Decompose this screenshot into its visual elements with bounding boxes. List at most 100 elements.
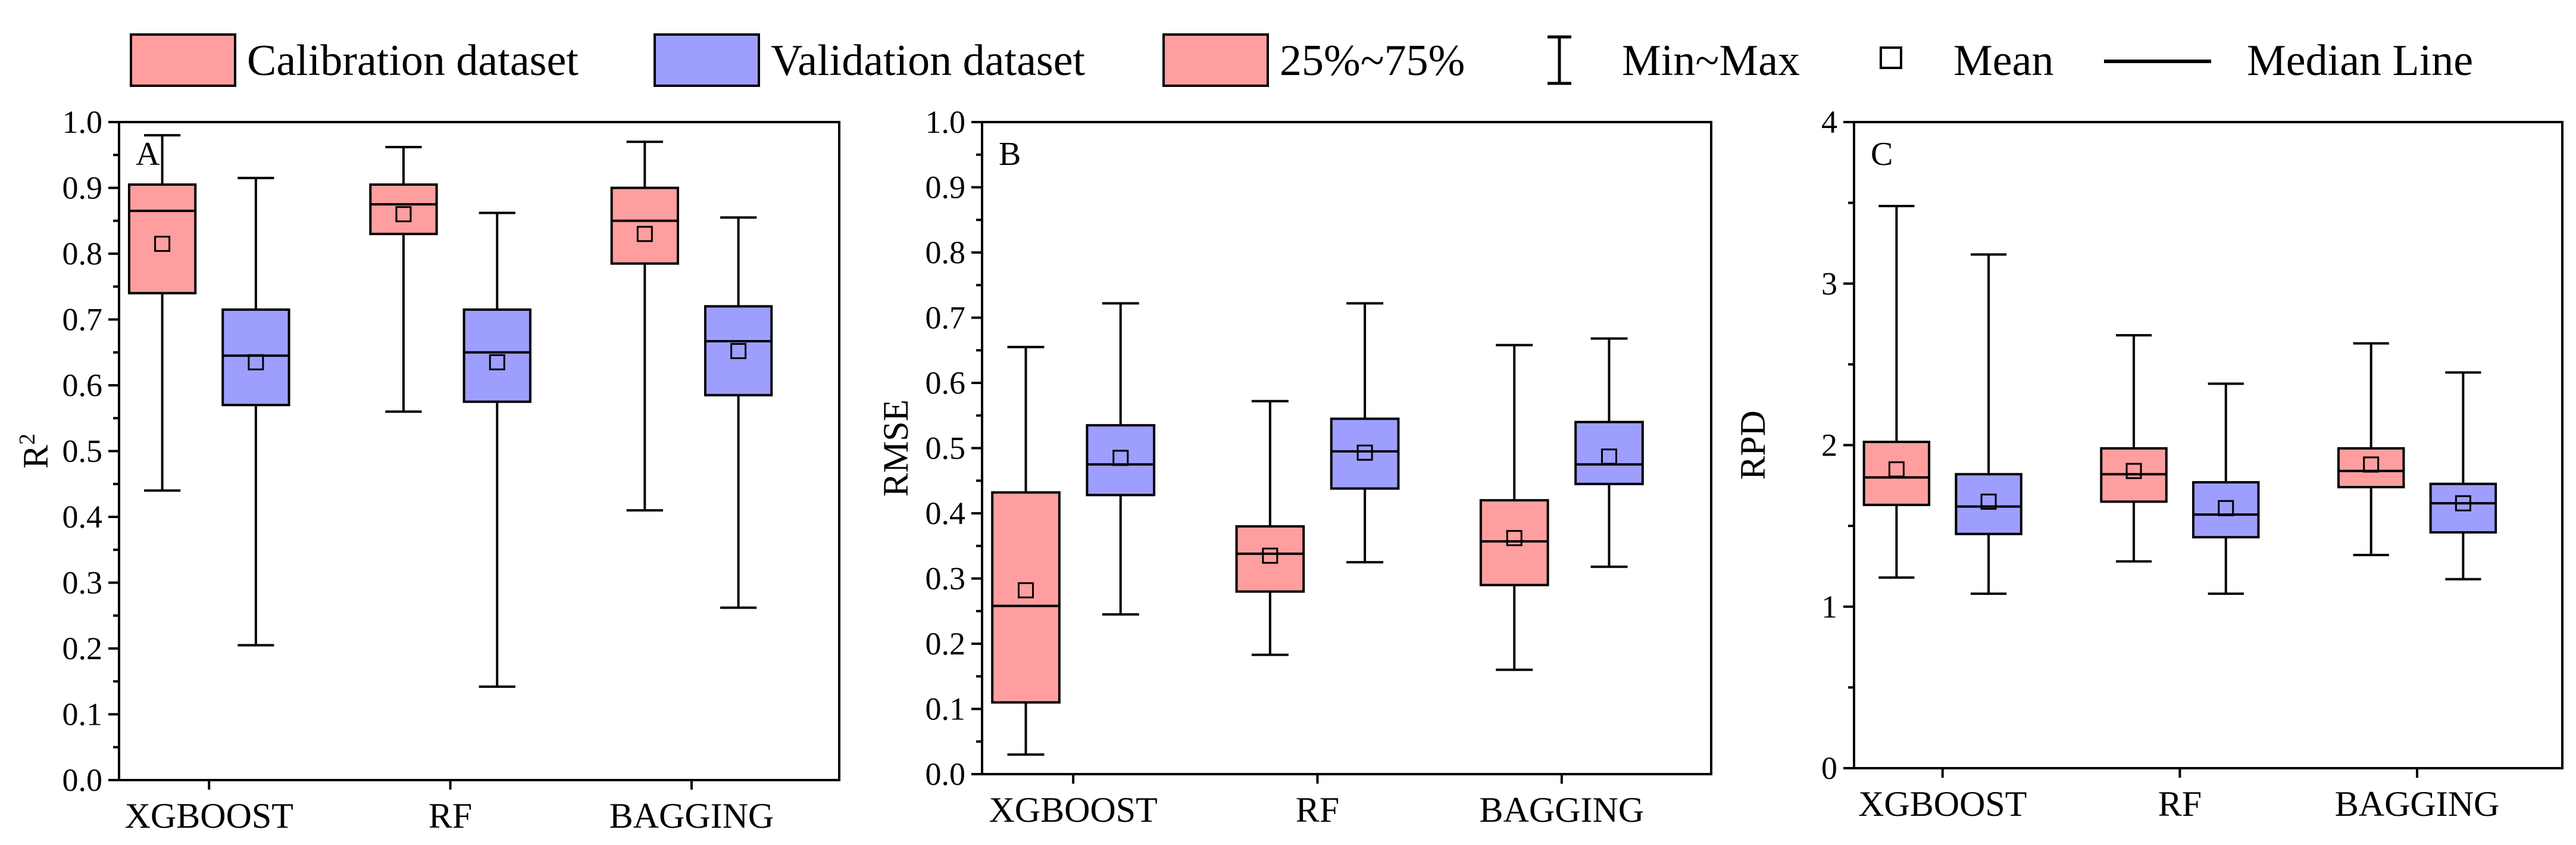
box-validation-rf — [1330, 302, 1400, 564]
legend-label-validation: Validation dataset — [771, 36, 1086, 85]
y-tick-label: 0.3 — [62, 565, 103, 601]
y-tick-label: 0.1 — [926, 691, 966, 727]
panel-c: 0 1 2 3 4 RPD C XGBOOST RF BAGGING — [1733, 104, 2564, 824]
box-validation-rf — [462, 211, 532, 688]
legend: Calibration dataset Validation dataset 2… — [130, 33, 2473, 87]
box-validation-rf — [2192, 382, 2260, 595]
x-category-label: BAGGING — [1480, 790, 1645, 830]
y-tick-label: 0.3 — [926, 561, 966, 597]
panel-letter: C — [1871, 136, 1893, 173]
legend-item-iqr: 25%~75% — [1162, 33, 1465, 87]
panel-letter: A — [136, 136, 160, 173]
legend-item-range: Min~Max — [1548, 35, 1800, 85]
iqr-box — [1330, 417, 1400, 490]
y-tick-label: 0.4 — [926, 495, 966, 531]
iqr-box — [369, 183, 438, 235]
mean-marker — [730, 343, 747, 360]
y-tick-label: 0.0 — [62, 762, 103, 798]
y-tick-label: 0.6 — [62, 367, 103, 403]
y-tick-label: 0.0 — [926, 756, 966, 792]
validation-swatch — [654, 33, 760, 87]
mean-marker — [489, 354, 505, 370]
iqr-box — [1955, 473, 2022, 535]
mean-marker — [2125, 463, 2142, 479]
mean-marker — [1112, 450, 1129, 466]
panel-b: 0.0 0.1 0.2 0.3 0.4 0.5 0.6 0.7 0.8 0.9 1.0 RMSE B XG… — [876, 104, 1712, 830]
calibration-swatch — [130, 33, 236, 87]
y-tick-label: 0.1 — [62, 697, 103, 732]
legend-item-mean: Mean — [1880, 36, 2054, 85]
iqr-box — [1862, 441, 1931, 506]
box-calibration-rf — [1235, 400, 1305, 656]
mean-marker — [636, 226, 653, 242]
x-category-label: BAGGING — [609, 796, 774, 835]
y-tick-label: 0.2 — [926, 626, 966, 662]
panel-letter: B — [999, 136, 1021, 173]
y-tick-label: 1.0 — [62, 104, 103, 140]
mean-marker — [1601, 448, 1617, 465]
box-validation-xgboost — [221, 176, 290, 647]
y-tick-label: 0.7 — [926, 300, 966, 336]
y-tick-label: 0.4 — [62, 499, 103, 535]
mean-marker — [2218, 500, 2234, 516]
y-axis-title-superscript: 2 — [15, 434, 40, 445]
box-validation-bagging — [704, 216, 773, 609]
y-tick-label: 0.9 — [62, 170, 103, 206]
x-category-label: RF — [429, 796, 472, 835]
box-calibration-bagging — [610, 141, 679, 512]
legend-label-calibration: Calibration dataset — [247, 36, 579, 85]
y-tick-label: 1 — [1821, 589, 1837, 625]
y-axis-title: RMSE — [876, 400, 915, 497]
box-validation-bagging — [2429, 371, 2497, 581]
x-category-label: RF — [1296, 790, 1339, 830]
box-calibration-rf — [369, 145, 438, 413]
y-tick-label: 3 — [1821, 266, 1837, 301]
iqr-box — [704, 305, 773, 397]
legend-label-iqr: 25%~75% — [1280, 36, 1465, 85]
legend-item-median: Median Line — [2104, 36, 2473, 85]
box-validation-xgboost — [1955, 253, 2022, 595]
legend-item-validation: Validation dataset — [654, 33, 1086, 87]
x-category-label: BAGGING — [2335, 784, 2500, 824]
legend-label-range: Min~Max — [1622, 36, 1800, 85]
y-tick-label: 0.8 — [62, 236, 103, 272]
y-tick-label: 4 — [1821, 104, 1837, 140]
y-axis-title: RPD — [1733, 410, 1772, 480]
y-tick-label: 2 — [1821, 428, 1837, 463]
box-calibration-rf — [2100, 334, 2168, 563]
square-icon — [1880, 46, 1902, 69]
mean-marker — [1506, 530, 1523, 547]
y-tick-label: 0 — [1821, 750, 1837, 786]
panels: 0.0 0.1 0.2 0.3 0.4 0.5 0.6 0.7 0.8 0.9 1.0 R2 A XGBO… — [15, 104, 2564, 835]
legend-item-calibration: Calibration dataset — [130, 33, 579, 87]
iqr-box — [2192, 481, 2260, 539]
y-axis-title: R2 — [15, 434, 55, 469]
x-category-label: XGBOOST — [125, 796, 293, 835]
box-calibration-bagging — [1479, 344, 1549, 671]
box-calibration-bagging — [2337, 342, 2405, 556]
box-calibration-xgboost — [127, 134, 197, 492]
iqr-box — [221, 308, 290, 407]
y-tick-label: 0.9 — [926, 170, 966, 205]
y-tick-label: 0.5 — [926, 431, 966, 466]
mean-marker — [154, 235, 171, 252]
x-category-label: XGBOOST — [1858, 784, 2027, 824]
iqr-box — [127, 183, 197, 295]
iqr-box — [1479, 499, 1549, 587]
mean-marker — [1356, 444, 1373, 461]
mean-marker — [2363, 456, 2380, 473]
mean-marker — [2455, 495, 2471, 512]
mean-marker — [1888, 461, 1905, 478]
x-category-label: RF — [2158, 784, 2202, 824]
x-category-label: XGBOOST — [989, 790, 1157, 830]
y-tick-label: 0.6 — [926, 365, 966, 401]
y-tick-label: 0.7 — [62, 302, 103, 338]
y-tick-label: 0.5 — [62, 434, 103, 469]
y-tick-label: 0.8 — [926, 235, 966, 270]
iqr-box — [1235, 525, 1305, 593]
box-validation-xgboost — [1086, 302, 1156, 616]
box-validation-bagging — [1574, 337, 1644, 568]
iqr-box — [1086, 424, 1156, 497]
